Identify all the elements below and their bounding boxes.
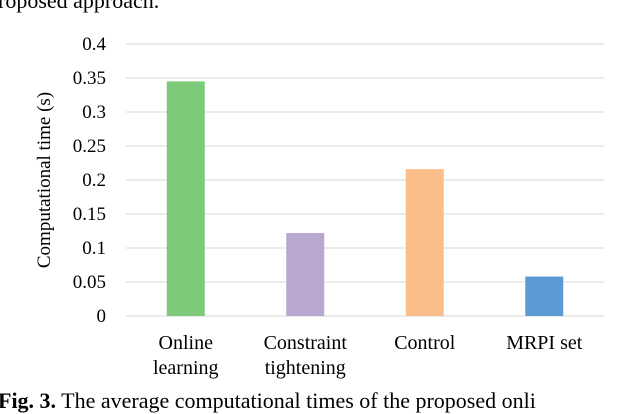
y-tick-label: 0.2 (82, 170, 106, 191)
y-tick-label: 0.4 (82, 34, 106, 55)
bar (525, 276, 564, 316)
y-tick-label: 0.1 (82, 238, 106, 259)
y-tick-labels: 0 0.05 0.1 0.15 0.2 0.25 0.3 0.35 0.4 (73, 34, 107, 327)
category-label: Online learning (153, 332, 219, 379)
y-tick-label: 0.25 (73, 136, 106, 157)
figure-caption: Fig. 3. The average computational times … (0, 388, 536, 414)
bar-chart: 0 0.05 0.1 0.15 0.2 0.25 0.3 0.35 0.4 Online lear… (34, 34, 604, 379)
figure-number: Fig. 3. (0, 388, 57, 413)
y-tick-label: 0.05 (73, 272, 106, 293)
gridlines (126, 43, 604, 317)
category-label: Control (394, 332, 456, 354)
y-tick-label: 0.15 (73, 204, 106, 225)
y-tick-label: 0.35 (73, 68, 106, 89)
y-tick-label: 0 (97, 306, 107, 327)
bars (166, 81, 564, 317)
y-tick-label: 0.3 (82, 102, 106, 123)
category-label: Constraint tightening (264, 332, 348, 379)
y-axis-label: Computational time (s) (34, 92, 55, 268)
figure-caption-text: The average computational times of the p… (56, 388, 536, 413)
category-labels: Online learning Constraint tightening Contro… (153, 332, 583, 379)
category-label: MRPI set (506, 332, 583, 354)
bar (286, 233, 325, 316)
bar (166, 81, 205, 317)
bar (405, 169, 444, 316)
preceding-text-caption: roposed approach. (0, 0, 160, 13)
